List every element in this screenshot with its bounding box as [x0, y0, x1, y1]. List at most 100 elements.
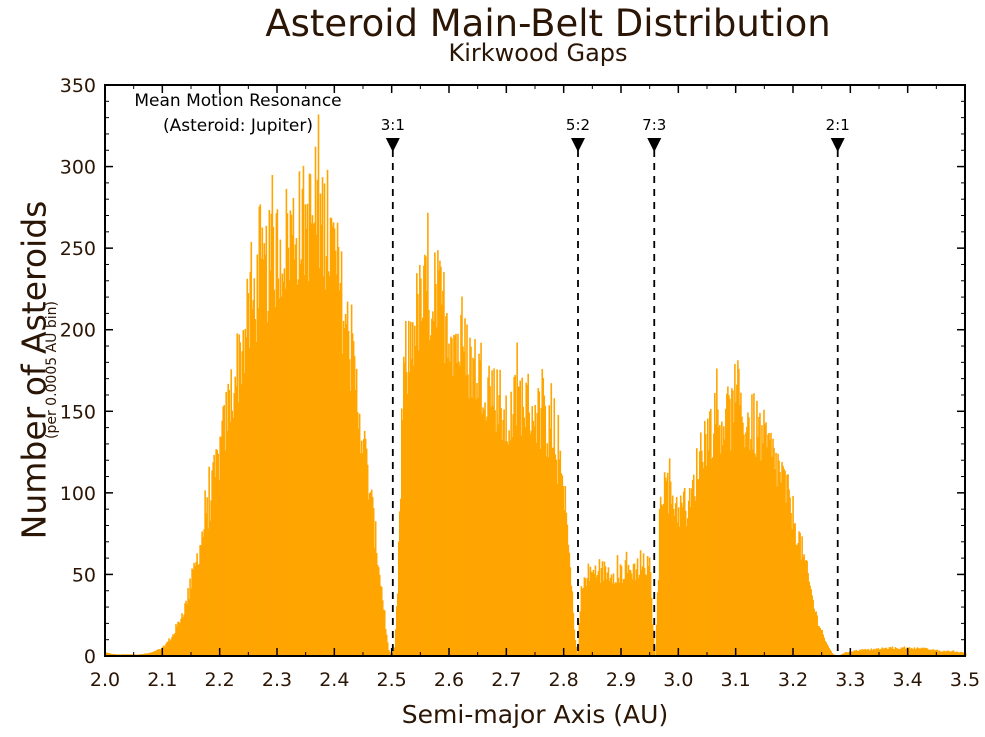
histogram-bar [635, 569, 638, 656]
histogram-bar [591, 572, 594, 656]
x-tick-label: 3.1 [721, 669, 751, 691]
histogram-bar [707, 418, 709, 656]
histogram-bar [321, 177, 324, 656]
histogram-bar [810, 589, 812, 656]
histogram-bar [685, 526, 688, 656]
histogram-bar [733, 422, 735, 656]
histogram-bar [851, 651, 854, 656]
histogram-bar [447, 357, 449, 656]
histogram-bar [306, 203, 309, 656]
histogram-bar [881, 647, 884, 656]
histogram-bar [522, 406, 524, 656]
histogram-bar [721, 421, 723, 656]
histogram-bar [458, 361, 460, 656]
histogram-bar [499, 369, 501, 656]
histogram-bar [913, 647, 916, 656]
histogram-bar [475, 399, 477, 656]
histogram-bar [602, 580, 605, 656]
histogram-bar [192, 569, 194, 656]
histogram-bar [689, 507, 692, 656]
histogram-bar [930, 650, 933, 656]
histogram-bar [671, 495, 674, 656]
histogram-bar [752, 449, 754, 656]
histogram-bar [316, 179, 319, 657]
histogram-bar [471, 397, 473, 656]
histogram-bar [879, 649, 882, 656]
histogram-bar [649, 572, 652, 656]
histogram-bar [114, 653, 116, 656]
histogram-bar [870, 648, 873, 656]
histogram-bar [863, 649, 866, 656]
histogram-bar [793, 523, 795, 656]
histogram-bar [802, 556, 804, 656]
histogram-bar [153, 651, 155, 656]
histogram-bar [414, 325, 416, 656]
histogram-bar [432, 311, 434, 656]
histogram-bar [882, 648, 885, 656]
histogram-bar [605, 579, 608, 656]
histogram-bar [320, 224, 323, 656]
histogram-bar [407, 394, 409, 656]
histogram-bar [111, 653, 113, 656]
histogram-bar [960, 652, 963, 656]
resonance-triangle [571, 138, 585, 152]
histogram-bar [559, 450, 562, 656]
histogram-bar [268, 209, 271, 657]
histogram-bar [292, 197, 295, 657]
histogram-bar [769, 439, 771, 656]
histogram-bar [398, 511, 401, 656]
x-tick-label: 2.5 [377, 669, 407, 691]
histogram-bar [451, 338, 453, 656]
histogram-bar [247, 293, 250, 656]
histogram-bar [160, 649, 162, 656]
histogram-bar [548, 405, 551, 656]
histogram-bar [339, 282, 342, 656]
histogram-bar [738, 368, 740, 656]
histogram-bar [790, 513, 792, 656]
histogram-bar [572, 612, 575, 656]
histogram-bar [491, 370, 493, 656]
x-tick-label: 3.2 [778, 669, 808, 691]
histogram-bar [323, 183, 326, 656]
histogram-bar [631, 579, 634, 656]
histogram-bar [290, 214, 293, 656]
histogram-bar [716, 368, 718, 656]
histogram-bar [946, 651, 949, 656]
histogram-bar [749, 450, 751, 656]
histogram-bar [694, 500, 697, 656]
histogram-bar [590, 571, 593, 656]
histogram-bar [753, 393, 755, 656]
histogram-bar [599, 583, 602, 656]
histogram-bar [919, 648, 922, 656]
histogram-bar [450, 336, 452, 656]
histogram-bar [547, 457, 550, 656]
histogram-bar [783, 468, 785, 656]
histogram-bar [696, 479, 699, 656]
histogram-bar [931, 649, 934, 656]
histogram-bar [672, 508, 675, 656]
histogram-bar [620, 565, 623, 656]
histogram-bar [177, 621, 179, 656]
histogram-bar [910, 647, 913, 656]
histogram-bar [644, 574, 647, 656]
histogram-bar [301, 188, 304, 656]
histogram-bar [660, 504, 663, 656]
resonance-triangle [385, 138, 400, 152]
histogram-bar [855, 649, 858, 656]
histogram-bar [854, 650, 857, 656]
histogram-bar [421, 321, 423, 656]
x-tick-label: 2.4 [319, 669, 349, 691]
histogram-bar [625, 551, 628, 656]
histogram-bar [551, 447, 554, 656]
histogram-bar [181, 613, 183, 656]
histogram-bar [939, 651, 942, 656]
histogram-bar [674, 503, 677, 656]
histogram-bar [336, 222, 339, 657]
histogram-bar [279, 239, 282, 656]
histogram-bar [487, 377, 489, 656]
histogram-bar [560, 473, 563, 656]
histogram-bar [703, 420, 706, 656]
histogram-bar [920, 647, 923, 656]
histogram-bar [748, 417, 750, 656]
histogram-bar [265, 225, 268, 656]
